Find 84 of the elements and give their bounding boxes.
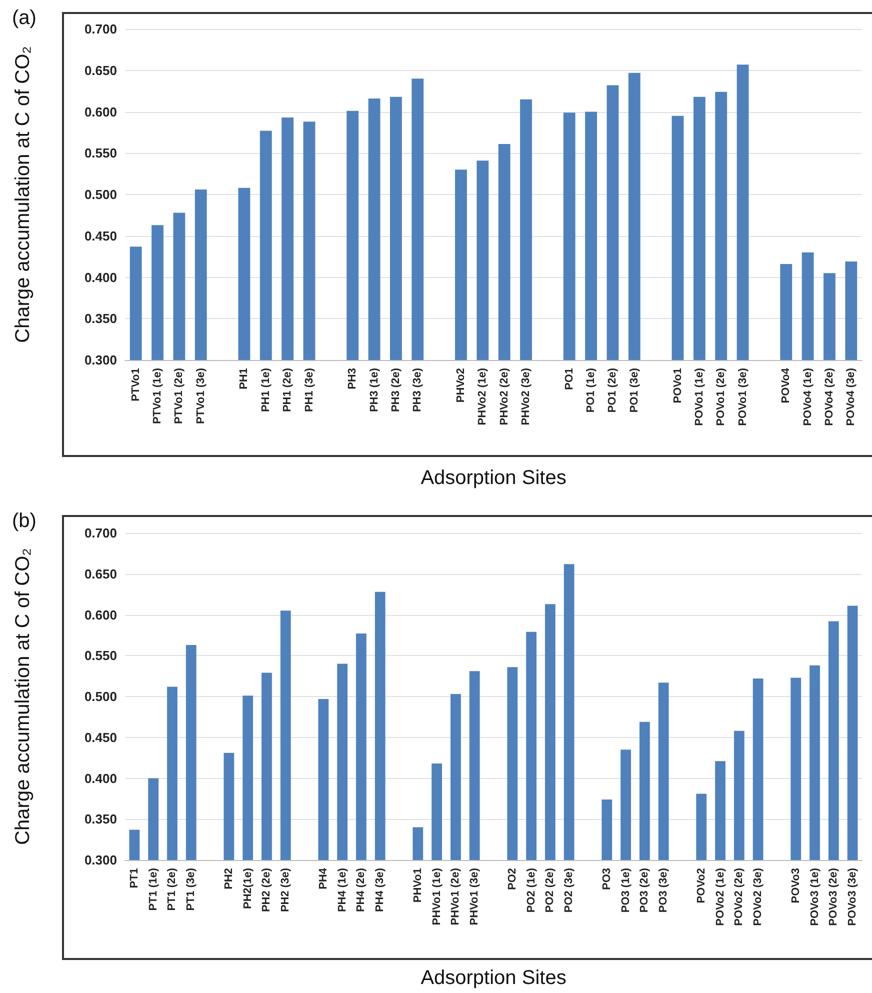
- x-tick-label: PH1 (1e): [260, 368, 272, 412]
- y-tick-label: 0.550: [84, 648, 117, 664]
- x-tick-label: PT1 (3e): [185, 868, 198, 911]
- x-tick-label: PHVo2 (2e): [498, 368, 510, 426]
- x-tick-label: POVo3 (3e): [846, 868, 859, 926]
- y-axis-title: Charge accumulation at C of CO₂: [12, 548, 34, 845]
- y-tick-label: 0.600: [84, 607, 117, 622]
- x-tick-label: PO3 (1e): [620, 868, 632, 913]
- x-tick-label: PH2 (2e): [260, 868, 273, 912]
- x-tick-label: POVo1 (2e): [715, 368, 728, 426]
- x-tick-label: POVo4 (3e): [845, 368, 858, 426]
- y-tick-label: 0.400: [84, 270, 117, 285]
- x-tick-label: POVo1 (1e): [693, 368, 706, 426]
- x-tick-label: PHVo1 (3e): [468, 868, 481, 926]
- x-tick-label: PH2 (3e): [280, 868, 292, 912]
- x-tick-label: PO3: [600, 868, 613, 890]
- y-tick-label: 0.300: [84, 852, 117, 868]
- x-tick-label: PH3 (3e): [412, 368, 424, 412]
- x-tick-label: PO3 (2e): [638, 868, 651, 913]
- x-tick-label: PO1 (3e): [628, 368, 640, 413]
- x-tick-label: PH1 (2e): [282, 368, 294, 412]
- x-tick-label: PO2: [506, 868, 518, 890]
- x-tick-label: PO1 (2e): [606, 368, 619, 413]
- y-tick-label: 0.700: [84, 22, 117, 36]
- x-tick-label: PH1: [238, 368, 250, 390]
- x-tick-label: PH2(1e): [242, 868, 254, 909]
- x-tick-label: POVo3 (2e): [828, 868, 840, 926]
- x-tick-label: PH1 (3e): [303, 368, 316, 412]
- x-tick-label: PT1 (1e): [147, 868, 160, 911]
- y-tick-label: 0.600: [84, 104, 117, 120]
- x-tick-label: PT1: [128, 868, 140, 888]
- x-tick-label: PO1: [563, 368, 576, 390]
- x-tick-label: POVo2 (1e): [714, 868, 726, 926]
- x-tick-label: POVo4 (1e): [802, 368, 814, 426]
- y-tick-label: 0.350: [84, 812, 117, 827]
- y-tick-label: 0.450: [84, 228, 117, 244]
- x-axis-title: Adsorption Sites: [420, 967, 566, 989]
- text: (a): [12, 7, 36, 29]
- y-tick-label: 0.650: [84, 566, 117, 582]
- x-tick-label: PO2 (3e): [563, 868, 576, 913]
- y-tick-label: 0.350: [84, 311, 117, 326]
- x-tick-label: PO1 (1e): [585, 368, 598, 413]
- x-tick-label: PH4 (1e): [336, 868, 348, 912]
- x-tick-label: PO2 (2e): [544, 868, 556, 913]
- y-tick-label: 0.700: [84, 526, 117, 540]
- x-tick-label: PH4: [317, 867, 330, 890]
- x-tick-label: POVo2 (2e): [733, 868, 746, 926]
- x-tick-label: PTVo1 (2e): [173, 368, 186, 424]
- x-tick-label: POVo2: [695, 868, 708, 904]
- y-axis-title: Charge accumulation at C of CO₂: [12, 46, 34, 343]
- y-tick-label: 0.500: [84, 187, 117, 202]
- x-tick-label: POVo4: [780, 367, 792, 404]
- x-tick-label: PHVo1 (2e): [450, 868, 462, 926]
- y-tick-label: 0.500: [84, 689, 117, 704]
- x-tick-label: PH2: [222, 868, 235, 890]
- x-tick-label: POVo3: [790, 868, 802, 904]
- y-tick-label: 0.450: [84, 730, 117, 745]
- y-tick-label: 0.300: [84, 352, 117, 368]
- x-tick-label: PT1 (2e): [166, 868, 178, 911]
- y-tick-label: 0.550: [84, 146, 117, 161]
- x-tick-label: PHVo2 (3e): [520, 368, 532, 426]
- x-tick-label: PH3 (1e): [368, 368, 380, 412]
- x-tick-label: PTVo1 (1e): [152, 368, 164, 424]
- x-tick-label: PHVo2: [454, 368, 467, 403]
- x-tick-label: POVo1: [672, 368, 684, 404]
- x-tick-label: PHVo1: [412, 868, 424, 903]
- x-tick-label: PH3: [346, 368, 359, 390]
- y-tick-label: 0.650: [84, 62, 117, 78]
- x-tick-label: PTVo1 (3e): [194, 368, 207, 424]
- x-tick-label: POVo1 (3e): [736, 368, 749, 426]
- y-tick-label: 0.400: [84, 770, 117, 786]
- x-tick-label: PH4 (3e): [374, 868, 386, 912]
- x-tick-label: PH4 (2e): [355, 868, 368, 912]
- x-tick-label: PO2 (1e): [525, 868, 538, 913]
- x-tick-label: PTVo1: [130, 368, 142, 402]
- text: (b): [12, 510, 36, 532]
- x-axis-title: Adsorption Sites: [420, 467, 566, 489]
- x-tick-label: POVo4 (2e): [823, 368, 836, 426]
- x-tick-label: PHVo2 (1e): [476, 368, 489, 426]
- x-tick-label: PHVo1 (1e): [430, 868, 443, 926]
- x-tick-label: PH3 (2e): [390, 368, 402, 412]
- x-tick-label: PO3 (3e): [658, 868, 670, 913]
- x-tick-label: POVo3 (1e): [808, 868, 821, 926]
- x-tick-label: POVo2 (3e): [752, 868, 764, 926]
